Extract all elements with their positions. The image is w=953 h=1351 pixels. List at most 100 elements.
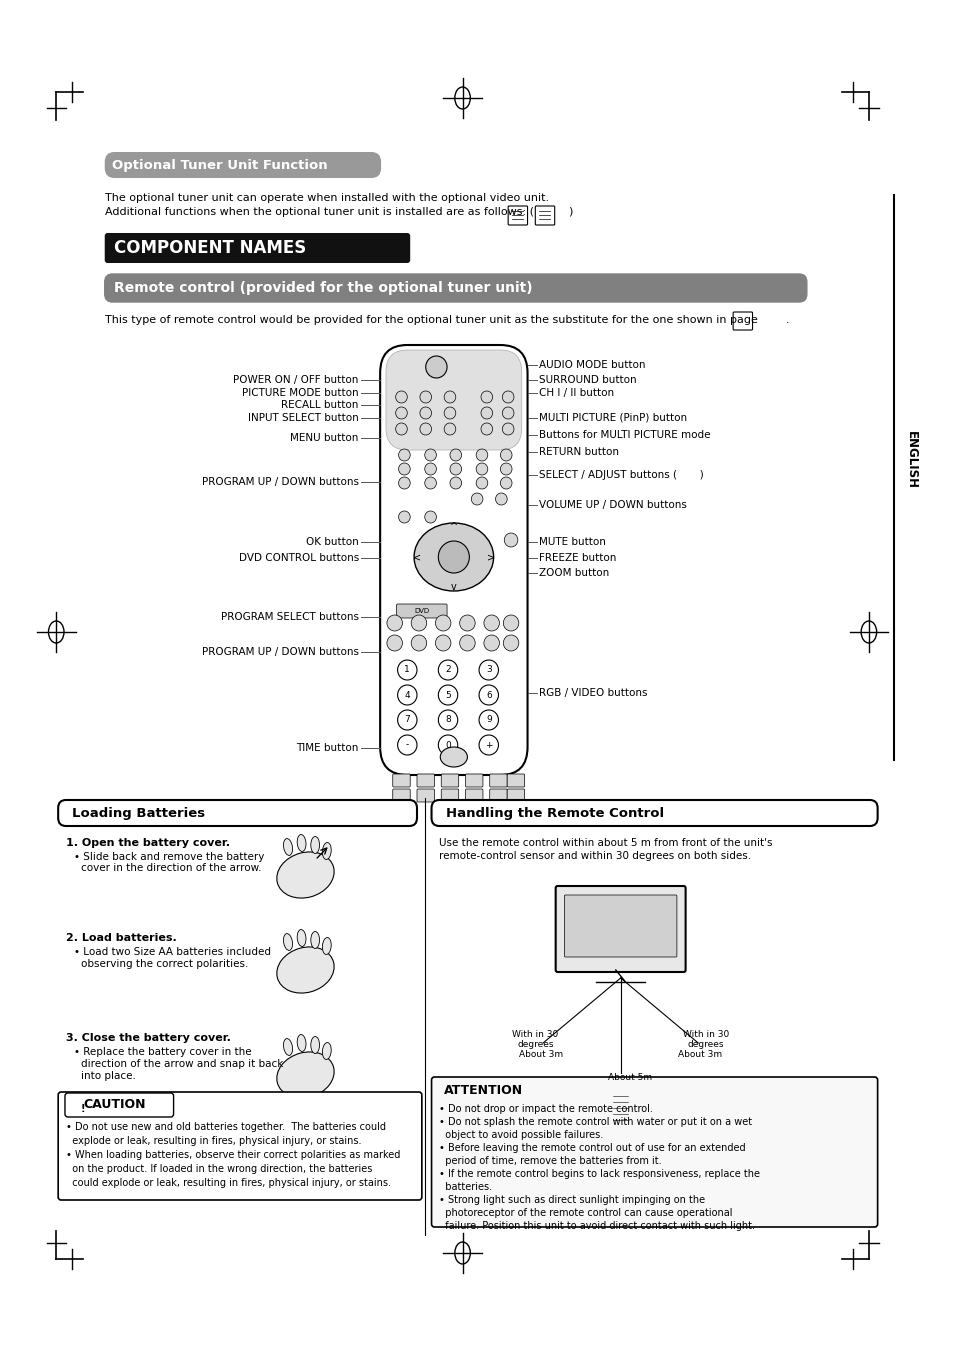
- Text: ZOOM button: ZOOM button: [538, 567, 609, 578]
- Text: • Before leaving the remote control out of use for an extended: • Before leaving the remote control out …: [438, 1143, 745, 1152]
- Ellipse shape: [414, 523, 493, 590]
- FancyBboxPatch shape: [507, 789, 524, 802]
- Ellipse shape: [437, 540, 469, 573]
- Text: AUDIO MODE button: AUDIO MODE button: [538, 359, 645, 370]
- Circle shape: [450, 463, 461, 476]
- Text: About 3m: About 3m: [678, 1050, 721, 1059]
- Circle shape: [480, 423, 492, 435]
- Ellipse shape: [283, 934, 293, 950]
- Text: explode or leak, resulting in fires, physical injury, or stains.: explode or leak, resulting in fires, phy…: [66, 1136, 361, 1146]
- Ellipse shape: [311, 1036, 319, 1054]
- Circle shape: [478, 661, 497, 680]
- Text: 3: 3: [485, 666, 491, 674]
- Circle shape: [503, 635, 518, 651]
- Text: • When loading batteries, observe their correct polarities as marked: • When loading batteries, observe their …: [66, 1150, 400, 1161]
- FancyBboxPatch shape: [564, 894, 677, 957]
- Circle shape: [476, 463, 487, 476]
- Text: With in 30
degrees: With in 30 degrees: [682, 1029, 728, 1050]
- Text: About 3m: About 3m: [518, 1050, 562, 1059]
- Circle shape: [395, 423, 407, 435]
- Ellipse shape: [322, 843, 331, 859]
- Text: MUTE button: MUTE button: [538, 536, 605, 547]
- Text: PICTURE MODE button: PICTURE MODE button: [242, 388, 358, 399]
- Text: +: +: [484, 740, 492, 750]
- Circle shape: [459, 635, 475, 651]
- Text: CH I / II button: CH I / II button: [538, 388, 614, 399]
- Ellipse shape: [322, 938, 331, 954]
- Circle shape: [437, 685, 457, 705]
- Text: PROGRAM UP / DOWN buttons: PROGRAM UP / DOWN buttons: [202, 647, 358, 657]
- Circle shape: [495, 493, 507, 505]
- FancyBboxPatch shape: [396, 604, 447, 617]
- Circle shape: [387, 615, 402, 631]
- Circle shape: [435, 615, 451, 631]
- Circle shape: [502, 423, 514, 435]
- Circle shape: [424, 477, 436, 489]
- Text: SURROUND button: SURROUND button: [538, 376, 637, 385]
- Text: • Replace the battery cover in the: • Replace the battery cover in the: [73, 1047, 251, 1056]
- Text: -: -: [405, 740, 409, 750]
- Ellipse shape: [322, 1043, 331, 1059]
- Text: This type of remote control would be provided for the optional tuner unit as the: This type of remote control would be pro…: [105, 315, 788, 326]
- Circle shape: [480, 407, 492, 419]
- FancyBboxPatch shape: [507, 774, 524, 788]
- Text: FREEZE button: FREEZE button: [538, 553, 616, 563]
- Ellipse shape: [276, 852, 334, 898]
- Text: • Strong light such as direct sunlight impinging on the: • Strong light such as direct sunlight i…: [438, 1196, 704, 1205]
- Text: Handling the Remote Control: Handling the Remote Control: [446, 807, 663, 820]
- FancyBboxPatch shape: [105, 153, 380, 178]
- Circle shape: [478, 735, 497, 755]
- FancyBboxPatch shape: [416, 774, 434, 788]
- Circle shape: [437, 711, 457, 730]
- Text: ENGLISH: ENGLISH: [904, 431, 917, 489]
- Text: 8: 8: [445, 716, 451, 724]
- FancyBboxPatch shape: [58, 1092, 421, 1200]
- Circle shape: [398, 511, 410, 523]
- Ellipse shape: [297, 929, 306, 947]
- Text: • Do not use new and old batteries together.  The batteries could: • Do not use new and old batteries toget…: [66, 1121, 386, 1132]
- Circle shape: [444, 407, 456, 419]
- Text: DVD: DVD: [414, 608, 429, 613]
- Circle shape: [502, 390, 514, 403]
- Text: 9: 9: [485, 716, 491, 724]
- Ellipse shape: [283, 1039, 293, 1055]
- Text: Use the remote control within about 5 m from front of the unit's: Use the remote control within about 5 m …: [438, 838, 772, 848]
- Text: INPUT SELECT button: INPUT SELECT button: [248, 413, 358, 423]
- FancyBboxPatch shape: [508, 205, 527, 226]
- Ellipse shape: [439, 747, 467, 767]
- Circle shape: [444, 423, 456, 435]
- Text: object to avoid possible failures.: object to avoid possible failures.: [438, 1129, 603, 1140]
- Circle shape: [398, 449, 410, 461]
- Text: failure. Position this unit to avoid direct contact with such light.: failure. Position this unit to avoid dir…: [438, 1221, 755, 1231]
- Circle shape: [395, 407, 407, 419]
- Text: With in 30
degrees: With in 30 degrees: [512, 1029, 558, 1050]
- Text: 7: 7: [404, 716, 410, 724]
- Text: CAUTION: CAUTION: [83, 1098, 146, 1112]
- Text: VOLUME UP / DOWN buttons: VOLUME UP / DOWN buttons: [538, 500, 686, 509]
- Text: POWER ON / OFF button: POWER ON / OFF button: [233, 376, 358, 385]
- Circle shape: [480, 390, 492, 403]
- Circle shape: [478, 711, 497, 730]
- FancyBboxPatch shape: [605, 1088, 635, 1133]
- Text: 2: 2: [445, 666, 451, 674]
- FancyBboxPatch shape: [441, 774, 458, 788]
- Text: 0: 0: [445, 740, 451, 750]
- FancyBboxPatch shape: [58, 800, 416, 825]
- Circle shape: [503, 615, 518, 631]
- Text: 4: 4: [404, 690, 410, 700]
- Ellipse shape: [283, 839, 293, 855]
- Text: direction of the arrow and snap it back: direction of the arrow and snap it back: [81, 1059, 284, 1069]
- Circle shape: [437, 735, 457, 755]
- Circle shape: [397, 735, 416, 755]
- Ellipse shape: [297, 835, 306, 851]
- Ellipse shape: [311, 836, 319, 854]
- Text: The optional tuner unit can operate when installed with the optional video unit.: The optional tuner unit can operate when…: [105, 193, 548, 203]
- Circle shape: [435, 635, 451, 651]
- Text: period of time, remove the batteries from it.: period of time, remove the batteries fro…: [438, 1156, 661, 1166]
- Circle shape: [500, 463, 512, 476]
- Text: 5: 5: [445, 690, 451, 700]
- Text: MENU button: MENU button: [290, 434, 358, 443]
- Circle shape: [398, 477, 410, 489]
- Text: • Do not splash the remote control with water or put it on a wet: • Do not splash the remote control with …: [438, 1117, 752, 1127]
- Circle shape: [450, 477, 461, 489]
